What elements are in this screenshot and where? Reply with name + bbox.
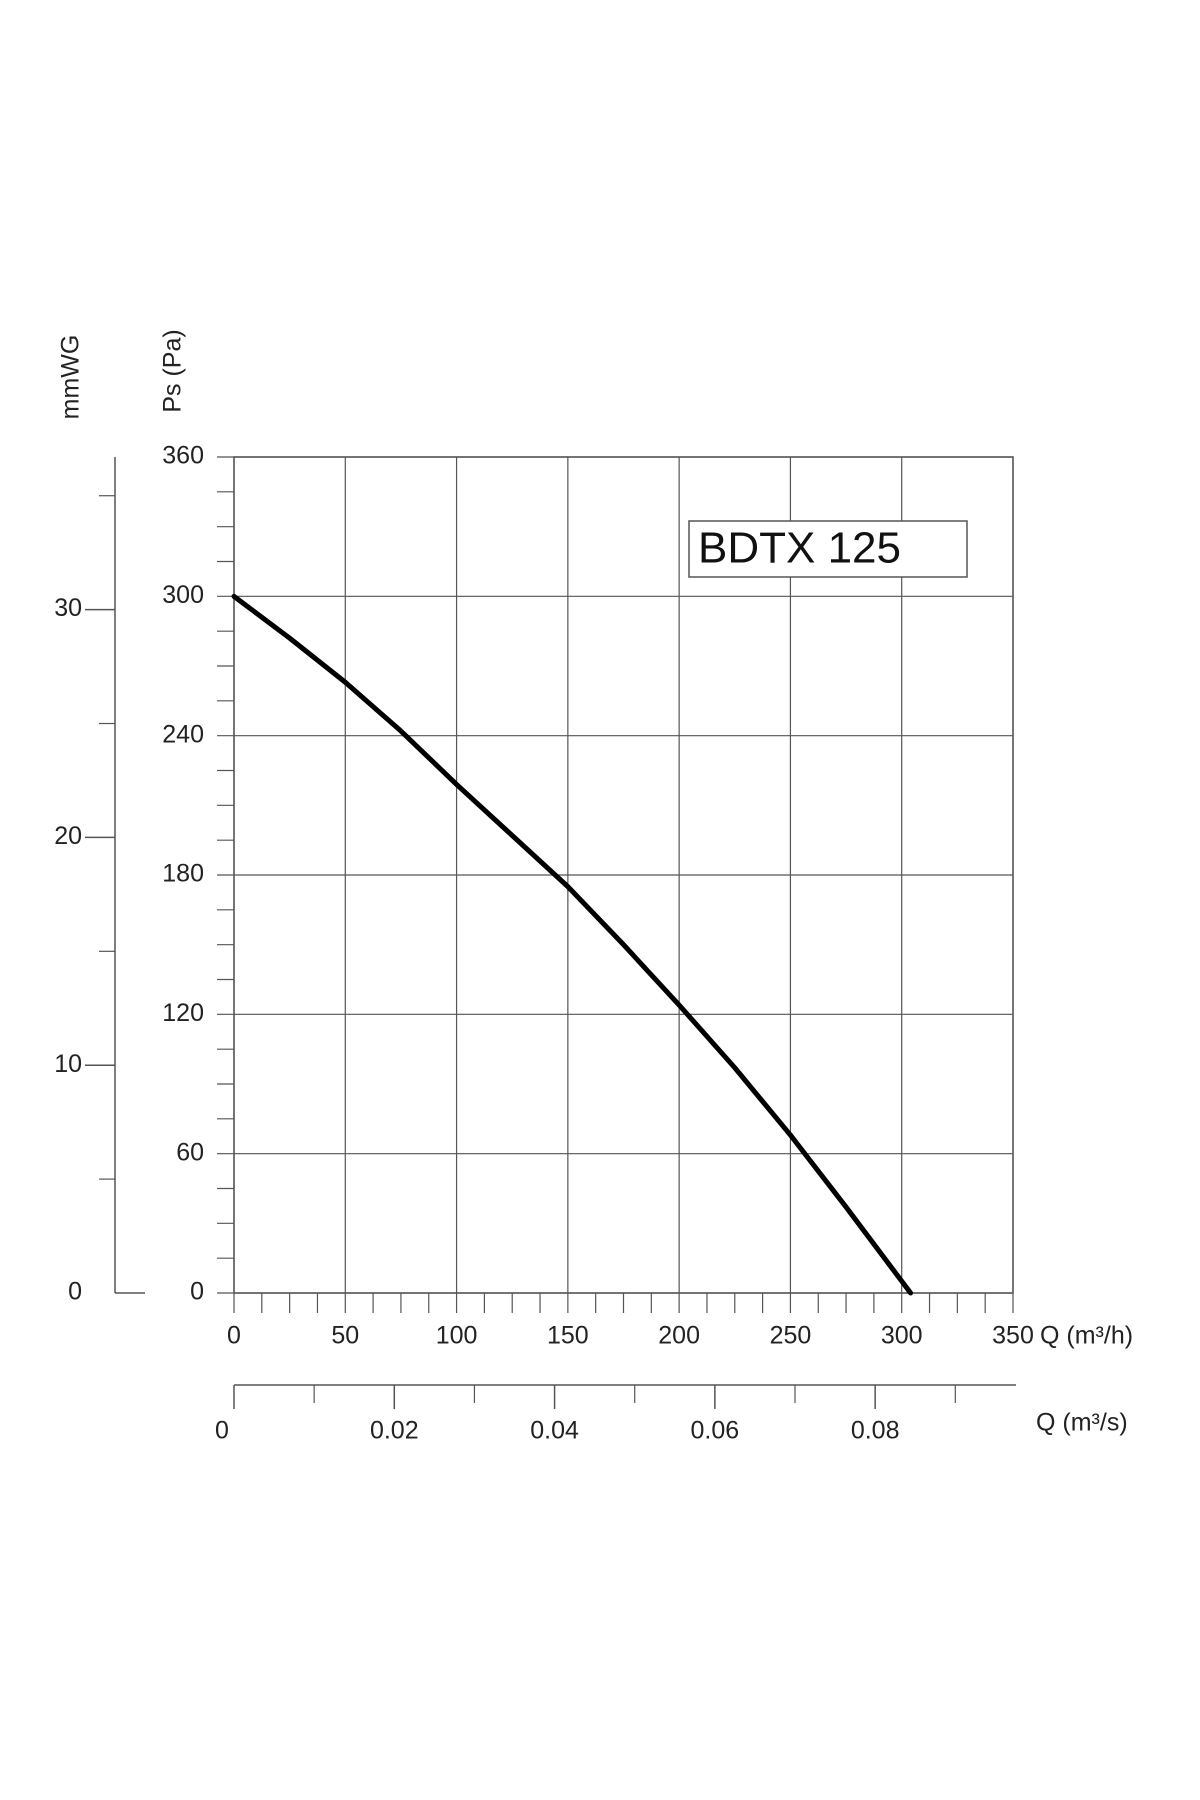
x2-tick-label: 0.08 xyxy=(851,1417,900,1445)
x-tick-label: 150 xyxy=(547,1322,589,1350)
x-tick-label: 200 xyxy=(658,1322,700,1350)
x2-tick-label: 0.04 xyxy=(530,1417,579,1445)
x-tick-label: 350 xyxy=(992,1322,1034,1350)
x-tick-label: 50 xyxy=(331,1322,359,1350)
x2-axis-label: Q (m³/s) xyxy=(1036,1409,1128,1437)
x-tick-label: 0 xyxy=(227,1322,241,1350)
y-tick-label: 180 xyxy=(162,860,204,888)
y-axis-label: Ps (Pa) xyxy=(159,329,187,412)
y-tick-label: 0 xyxy=(190,1278,204,1306)
annotation-box xyxy=(688,520,968,578)
annotation: BDTX 125 xyxy=(698,524,901,573)
x2-tick-label: 0 xyxy=(215,1417,229,1445)
x-tick-label: 250 xyxy=(770,1322,812,1350)
y-tick-label: 240 xyxy=(162,720,204,748)
y-tick-label: 60 xyxy=(176,1138,204,1166)
y2-tick-label: 30 xyxy=(54,594,82,622)
x2-tick-label: 0.06 xyxy=(691,1417,740,1445)
y-tick-label: 120 xyxy=(162,999,204,1027)
y2-tick-label: 20 xyxy=(54,822,82,850)
x-tick-label: 100 xyxy=(436,1322,478,1350)
x-tick-label: 300 xyxy=(881,1322,923,1350)
y2-tick-label: 10 xyxy=(54,1050,82,1078)
x-axis-label: Q (m³/h) xyxy=(1040,1322,1133,1350)
fan-curve xyxy=(231,593,914,1296)
y-tick-label: 360 xyxy=(162,442,204,470)
x2-tick-label: 0.02 xyxy=(370,1417,419,1445)
y2-tick-label: 0 xyxy=(68,1278,82,1306)
y2-axis-label: mmWG xyxy=(57,335,85,420)
y-tick-label: 300 xyxy=(162,581,204,609)
